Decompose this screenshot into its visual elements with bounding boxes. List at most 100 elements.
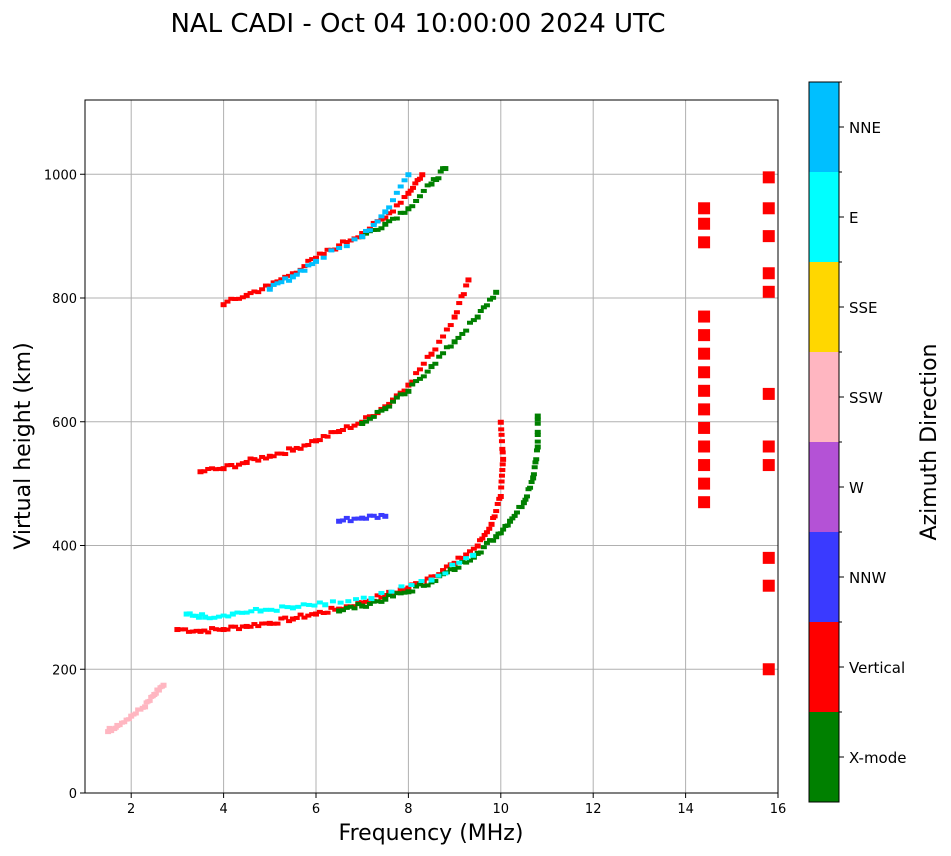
data-point [698, 496, 711, 509]
y-tick-label: 200 [52, 663, 77, 678]
data-point [401, 587, 408, 592]
data-point [487, 297, 494, 302]
colorbar-tick-label: X-mode [849, 749, 906, 767]
data-point [534, 413, 541, 419]
colorbar-segment [809, 622, 839, 712]
data-point [270, 280, 277, 285]
data-point [370, 220, 377, 225]
data-point [270, 621, 277, 626]
data-point [108, 729, 115, 734]
data-point [286, 446, 293, 451]
data-point [289, 274, 296, 280]
data-point [363, 231, 370, 236]
data-point [282, 452, 289, 457]
data-point [370, 414, 377, 419]
data-point [374, 593, 381, 598]
data-point [393, 395, 400, 400]
data-point [420, 361, 427, 366]
data-point [498, 427, 505, 432]
data-point [274, 451, 281, 456]
data-point [451, 314, 458, 320]
data-point [229, 611, 236, 617]
data-point [236, 462, 242, 467]
data-point [322, 602, 329, 608]
data-point [435, 573, 442, 578]
data-point [278, 451, 285, 456]
data-point [363, 228, 370, 233]
data-point [393, 190, 400, 195]
data-point [366, 228, 373, 233]
data-point [486, 526, 493, 531]
data-point [116, 723, 123, 728]
colorbar-tick-label: Vertical [849, 659, 905, 677]
data-point [487, 538, 494, 543]
data-point [762, 171, 775, 184]
data-point [351, 516, 358, 521]
data-point [500, 456, 507, 462]
data-point [762, 551, 775, 564]
data-point [202, 614, 209, 620]
data-point [243, 459, 250, 465]
data-point [465, 277, 472, 283]
data-point [301, 615, 308, 620]
data-point [278, 277, 285, 282]
data-point [413, 198, 420, 203]
data-point [370, 513, 377, 518]
x-tick-label: 10 [493, 802, 510, 817]
data-point [762, 579, 775, 592]
data-point [347, 604, 354, 609]
data-point [534, 421, 541, 426]
data-point [532, 460, 539, 465]
data-point [228, 624, 235, 629]
data-point [243, 623, 250, 629]
data-point [339, 608, 346, 613]
data-point [479, 536, 486, 541]
data-point [413, 584, 420, 589]
data-point [390, 397, 396, 402]
data-point [328, 430, 335, 435]
data-point [397, 210, 404, 215]
data-point [295, 604, 302, 609]
data-point [347, 238, 354, 243]
data-point [343, 605, 350, 610]
data-point [382, 513, 389, 519]
data-point [382, 209, 389, 215]
data-point [332, 247, 339, 252]
data-point [480, 305, 487, 310]
data-point [178, 627, 185, 632]
data-point [513, 510, 520, 515]
data-point [224, 463, 231, 468]
data-point [499, 462, 506, 467]
data-point [534, 417, 541, 422]
data-point [351, 423, 358, 428]
data-point [698, 440, 711, 453]
data-point [106, 725, 113, 730]
data-point [412, 181, 419, 186]
data-point [142, 704, 149, 710]
data-point [251, 622, 258, 627]
data-point [405, 190, 412, 196]
data-point [428, 574, 435, 580]
x-tick-label: 16 [770, 802, 787, 817]
data-point [197, 628, 204, 634]
colorbar-segment [809, 82, 839, 172]
data-point [370, 223, 377, 228]
data-point [463, 556, 470, 561]
x-tick-label: 12 [585, 802, 602, 817]
data-point [698, 403, 711, 416]
data-point [424, 576, 431, 581]
data-point [289, 616, 296, 622]
chart-title: NAL CADI - Oct 04 10:00:00 2024 UTC [170, 9, 665, 39]
data-point [530, 475, 537, 481]
y-tick-label: 0 [69, 787, 77, 802]
colorbar-tick-label: NNE [849, 119, 881, 137]
data-point [698, 236, 711, 249]
data-point [474, 543, 481, 549]
data-point [313, 611, 319, 617]
data-point [320, 610, 327, 615]
data-point [436, 354, 443, 359]
data-point [266, 620, 273, 626]
data-point [424, 183, 431, 188]
data-point [440, 351, 447, 356]
data-point [437, 169, 444, 174]
